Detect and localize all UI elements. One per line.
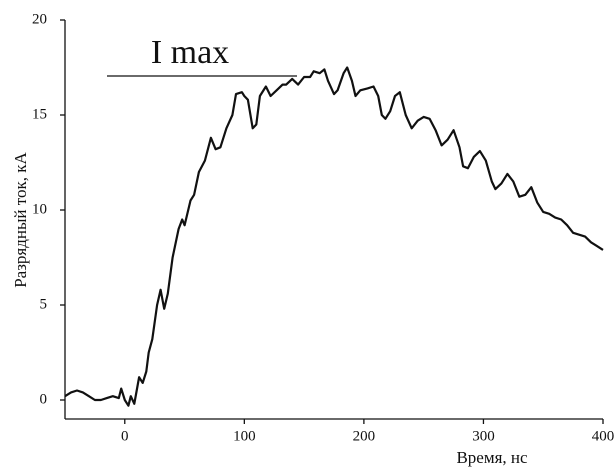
y-tick-label: 15 — [32, 106, 47, 122]
x-tick-label: 400 — [592, 428, 615, 444]
y-tick-label: 0 — [40, 391, 48, 407]
x-tick-label: 100 — [233, 428, 256, 444]
data-line — [64, 66, 604, 407]
x-tick-label: 300 — [472, 428, 495, 444]
annotation: I max — [151, 34, 229, 71]
x-tick-label: 0 — [121, 428, 129, 444]
y-tick-label: 10 — [32, 201, 47, 217]
y-tick-label: 5 — [40, 296, 48, 312]
y-axis-label: Разрядный ток, кА — [11, 152, 30, 288]
x-axis-label: Время, нс — [456, 448, 528, 467]
x-tick-label: 200 — [353, 428, 376, 444]
y-tick-label: 20 — [32, 11, 47, 27]
